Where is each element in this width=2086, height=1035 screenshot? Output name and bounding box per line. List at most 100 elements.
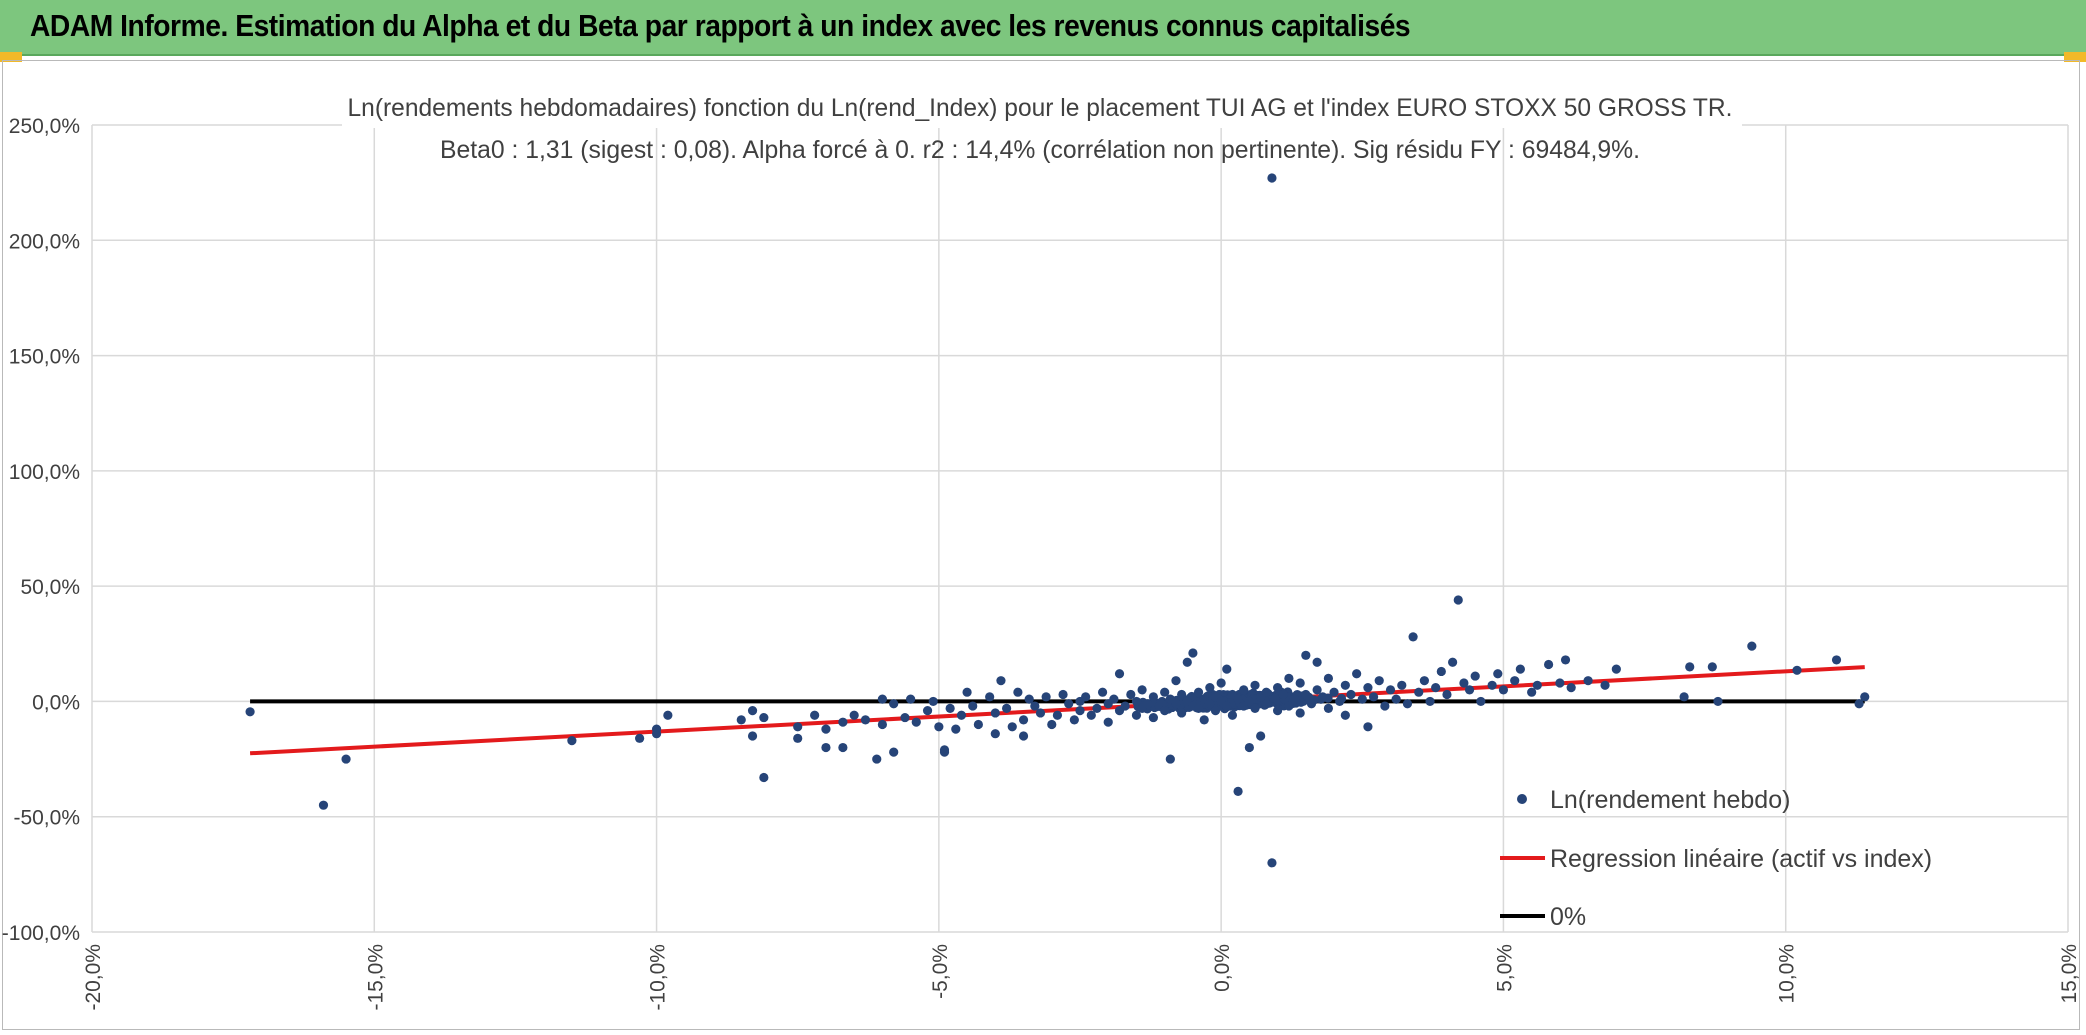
scatter-point xyxy=(1374,676,1384,686)
scatter-point xyxy=(838,717,848,727)
scatter-point xyxy=(951,724,961,734)
scatter-point xyxy=(1261,699,1271,709)
scatter-point xyxy=(928,696,938,707)
scatter-point xyxy=(1295,708,1305,718)
scatter-point xyxy=(1476,696,1486,707)
scatter-point xyxy=(906,694,916,704)
axis-layer: -100,0% -50,0% 0,0% 50,0% 100,0% 150,0% 200,0%… xyxy=(2,115,2081,1011)
corner-accent-right xyxy=(2064,52,2086,62)
scatter-point xyxy=(1143,699,1153,709)
header-banner: ADAM Informe. Estimation du Alpha et du … xyxy=(0,0,2086,56)
scatter-point xyxy=(1131,696,1142,707)
scatter-point xyxy=(1131,710,1142,720)
scatter-point xyxy=(793,733,803,743)
y-tick-label: 250,0% xyxy=(9,115,80,138)
scatter-point xyxy=(1227,710,1238,720)
scatter-point xyxy=(1425,696,1435,707)
x-tick-label: 0,0% xyxy=(1211,944,1234,992)
scatter-point xyxy=(1193,687,1204,697)
scatter-point xyxy=(889,747,899,757)
scatter-point xyxy=(1289,694,1300,704)
scatter-point xyxy=(1431,682,1441,693)
scatter-point xyxy=(1188,648,1198,658)
scatter-point xyxy=(651,724,662,734)
scatter-point xyxy=(1448,657,1458,667)
scatter-point xyxy=(1024,694,1034,704)
x-tick-label: 5,0% xyxy=(1493,944,1516,992)
scatter-point xyxy=(1493,669,1503,679)
scatter-point xyxy=(1323,703,1334,713)
scatter-point xyxy=(1566,682,1576,693)
scatter-point xyxy=(1030,701,1040,711)
scatter-point xyxy=(1306,699,1317,709)
legend-label-zero: 0% xyxy=(1550,903,1586,931)
scatter-point xyxy=(1114,669,1125,679)
scatter-point xyxy=(1532,680,1542,690)
scatter-point xyxy=(1126,689,1136,700)
scatter-point xyxy=(1171,699,1181,709)
scatter-point xyxy=(759,772,769,783)
scatter-point xyxy=(911,717,921,727)
x-tick-label: 15,0% xyxy=(2058,944,2081,1004)
scatter-point xyxy=(1323,673,1334,683)
scatter-point xyxy=(736,715,746,725)
scatter-point xyxy=(1278,689,1288,700)
scatter-point xyxy=(1397,680,1407,690)
scatter-point xyxy=(1301,689,1311,700)
scatter-point xyxy=(1515,664,1525,674)
scatter-point xyxy=(821,742,831,753)
chart-title: Ln(rendements hebdomadaires) fonction du… xyxy=(342,86,1742,164)
scatter-point xyxy=(1007,722,1017,732)
scatter-point xyxy=(1436,666,1446,677)
scatter-point xyxy=(1267,173,1277,183)
scatter-point xyxy=(1205,699,1215,709)
y-tick-label: 50,0% xyxy=(20,576,80,599)
chart-title-line2: Beta0 : 1,31 (sigest : 0,08). Alpha forc… xyxy=(440,136,1640,164)
scatter-point xyxy=(872,754,882,764)
scatter-point xyxy=(945,703,955,713)
scatter-point xyxy=(318,800,329,810)
legend: Ln(rendement hebdo) Regression linéaire … xyxy=(1500,786,1932,931)
scatter-point xyxy=(1270,693,1280,704)
scatter-point xyxy=(1273,682,1283,693)
scatter-point xyxy=(889,699,899,709)
x-tick-label: -15,0% xyxy=(364,944,387,1011)
scatter-point xyxy=(1284,701,1294,711)
scatter-point xyxy=(985,692,995,702)
scatter-point xyxy=(1058,689,1068,700)
scatter-point xyxy=(990,729,1000,739)
scatter-point xyxy=(877,719,888,730)
chart-frame xyxy=(2,60,2080,1030)
scatter-point xyxy=(1069,715,1079,725)
scatter-point xyxy=(1402,699,1413,709)
scatter-point xyxy=(341,754,351,764)
scatter-point xyxy=(1222,664,1232,674)
legend-marker-points xyxy=(1517,794,1527,804)
scatter-point xyxy=(663,710,673,720)
scatter-point xyxy=(1419,676,1429,686)
scatter-point xyxy=(1081,692,1091,702)
scatter-point xyxy=(1470,671,1480,681)
scatter-point xyxy=(849,710,859,720)
scatter-point xyxy=(1064,699,1074,709)
scatter-point xyxy=(810,710,820,720)
legend-item-regression: Regression linéaire (actif vs index) xyxy=(1500,845,1932,873)
scatter-point xyxy=(1685,662,1695,672)
x-tick-label: -10,0% xyxy=(647,944,670,1011)
x-tick-label: -20,0% xyxy=(82,944,105,1011)
scatter-point xyxy=(1233,694,1243,704)
scatter-point xyxy=(1182,657,1192,667)
scatter-point xyxy=(1086,710,1096,720)
scatter-point xyxy=(1295,678,1305,688)
scatter-point xyxy=(1611,664,1621,674)
y-tick-label: -100,0% xyxy=(2,922,80,945)
scatter-point xyxy=(1340,680,1350,690)
chart-title-bg xyxy=(342,86,1742,128)
y-tick-label: 150,0% xyxy=(9,346,80,369)
scatter-point xyxy=(1555,678,1565,688)
legend-label-regression: Regression linéaire (actif vs index) xyxy=(1550,845,1932,873)
scatter-point xyxy=(1363,722,1373,732)
scatter-point xyxy=(877,694,888,704)
scatter-point xyxy=(1713,696,1723,707)
